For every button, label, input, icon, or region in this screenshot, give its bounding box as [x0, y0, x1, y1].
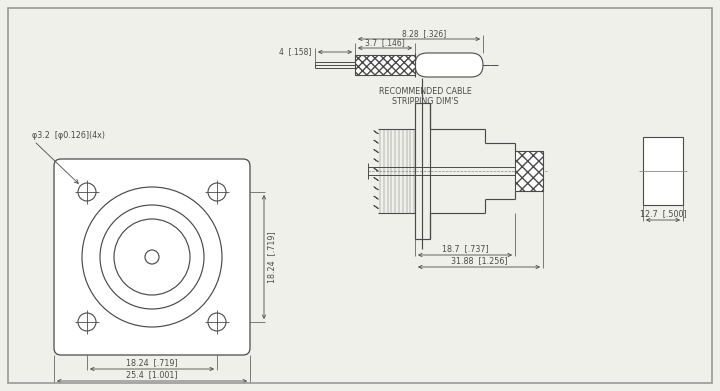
FancyBboxPatch shape	[54, 159, 250, 355]
Bar	[355, 55, 415, 75]
Text: 31.88  [1.256]: 31.88 [1.256]	[451, 256, 508, 265]
Text: 8.28  [.326]: 8.28 [.326]	[402, 29, 446, 38]
FancyBboxPatch shape	[415, 53, 483, 77]
Text: 18.24  [.719]: 18.24 [.719]	[126, 358, 178, 367]
Text: RECOMMENDED CABLE
STRIPPING DIM'S: RECOMMENDED CABLE STRIPPING DIM'S	[379, 87, 472, 106]
Bar	[515, 151, 543, 191]
Bar	[643, 137, 683, 205]
Text: 18.24  [.719]: 18.24 [.719]	[267, 231, 276, 283]
Text: 18.7  [.737]: 18.7 [.737]	[441, 244, 488, 253]
Text: 12.7  [.500]: 12.7 [.500]	[639, 209, 686, 218]
Text: 3.7  [.146]: 3.7 [.146]	[365, 38, 405, 47]
Text: 4  [.158]: 4 [.158]	[279, 47, 311, 57]
Text: φ3.2  [φ0.126](4x): φ3.2 [φ0.126](4x)	[32, 131, 105, 140]
Text: 25.4  [1.001]: 25.4 [1.001]	[126, 370, 178, 379]
